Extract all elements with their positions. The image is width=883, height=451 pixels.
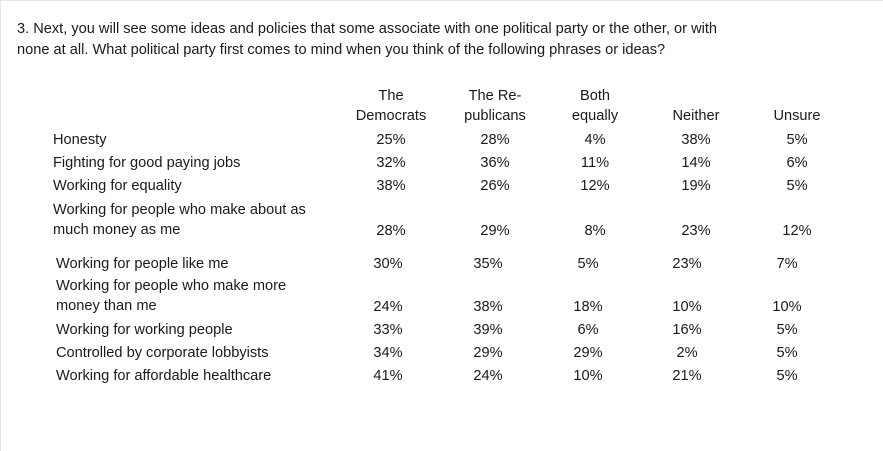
cell-equality-unsure: 5% (786, 178, 808, 194)
cell-more-money-republicans: 38% (473, 299, 503, 315)
row-label-working-people: Working for working people (56, 320, 233, 340)
row-label-line: Working for working people (56, 322, 233, 338)
cell-honesty-neither: 38% (681, 132, 711, 148)
cell-more-money-both: 18% (573, 299, 603, 315)
header-democrats: The Democrats (346, 86, 436, 126)
cell-like-me-republicans: 35% (473, 256, 503, 272)
cell-jobs-both: 11% (580, 155, 610, 171)
row-label-equality: Working for equality (53, 176, 182, 196)
row-label-line-2: money than me (56, 298, 157, 314)
question-line-2: none at all. What political party first … (17, 42, 666, 58)
cell-more-money-neither: 10% (672, 299, 702, 315)
cell-like-me-unsure: 7% (776, 256, 798, 272)
cell-honesty-unsure: 5% (786, 132, 808, 148)
cell-same-money-both: 8% (584, 223, 606, 239)
header-neither-line-1 (651, 86, 741, 106)
header-both-line-2: equally (571, 108, 619, 124)
cell-equality-republicans: 26% (480, 178, 510, 194)
cell-honesty-democrats: 25% (376, 132, 406, 148)
cell-same-money-unsure: 12% (782, 223, 812, 239)
header-neither: Neither (651, 86, 741, 126)
header-both-line-1: Both (579, 88, 611, 104)
cell-working-people-republicans: 39% (473, 322, 503, 338)
page-border-left (0, 0, 1, 451)
cell-lobbyists-republicans: 29% (473, 345, 503, 361)
cell-same-money-neither: 23% (681, 223, 711, 239)
cell-same-money-democrats: 28% (376, 223, 406, 239)
cell-same-money-republicans: 29% (480, 223, 510, 239)
row-label-more-money: Working for people who make more money t… (56, 276, 286, 316)
cell-equality-democrats: 38% (376, 178, 406, 194)
cell-healthcare-republicans: 24% (473, 368, 503, 384)
cell-lobbyists-unsure: 5% (776, 345, 798, 361)
header-republicans: The Re- publicans (450, 86, 540, 126)
row-label-corporate-lobbyists: Controlled by corporate lobbyists (56, 343, 269, 363)
cell-more-money-unsure: 10% (772, 299, 802, 315)
header-republicans-line-1: The Re- (468, 88, 522, 104)
cell-like-me-democrats: 30% (373, 256, 403, 272)
row-label-line-1: Working for people who make more (56, 278, 287, 294)
header-democrats-line-1: The (378, 88, 404, 104)
cell-jobs-democrats: 32% (376, 155, 406, 171)
cell-like-me-neither: 23% (672, 256, 702, 272)
row-label-honesty: Honesty (53, 130, 107, 150)
cell-working-people-unsure: 5% (776, 322, 798, 338)
cell-lobbyists-neither: 2% (676, 345, 698, 361)
cell-healthcare-both: 10% (573, 368, 603, 384)
row-label-line: Fighting for good paying jobs (53, 155, 241, 171)
cell-more-money-democrats: 24% (373, 299, 403, 315)
question-text: 3. Next, you will see some ideas and pol… (17, 19, 867, 61)
row-label-line: Working for people like me (56, 256, 229, 272)
cell-equality-neither: 19% (681, 178, 711, 194)
row-label-line-1: Working for people who make about as (53, 202, 306, 218)
cell-honesty-both: 4% (584, 132, 606, 148)
header-neither-line-2: Neither (672, 108, 720, 124)
cell-lobbyists-both: 29% (573, 345, 603, 361)
cell-healthcare-unsure: 5% (776, 368, 798, 384)
row-label-line: Controlled by corporate lobbyists (56, 345, 269, 361)
row-label-line: Working for affordable healthcare (56, 368, 272, 384)
cell-honesty-republicans: 28% (480, 132, 510, 148)
row-label-people-like-me: Working for people like me (56, 254, 229, 274)
cell-jobs-neither: 14% (681, 155, 711, 171)
cell-lobbyists-democrats: 34% (373, 345, 403, 361)
cell-healthcare-democrats: 41% (373, 368, 403, 384)
row-label-affordable-healthcare: Working for affordable healthcare (56, 366, 271, 386)
row-label-good-paying-jobs: Fighting for good paying jobs (53, 153, 240, 173)
header-unsure-line-2: Unsure (773, 108, 821, 124)
page-border-top (0, 0, 883, 1)
header-unsure: Unsure (752, 86, 842, 126)
question-line-1: 3. Next, you will see some ideas and pol… (17, 21, 718, 37)
cell-equality-both: 12% (580, 178, 610, 194)
cell-jobs-republicans: 36% (480, 155, 510, 171)
cell-healthcare-neither: 21% (672, 368, 702, 384)
cell-working-people-both: 6% (577, 322, 599, 338)
header-democrats-line-2: Democrats (355, 108, 427, 124)
row-label-about-as-much-money: Working for people who make about as muc… (53, 200, 306, 240)
cell-working-people-neither: 16% (672, 322, 702, 338)
header-unsure-line-1 (752, 86, 842, 106)
row-label-line: Honesty (53, 132, 107, 148)
cell-working-people-democrats: 33% (373, 322, 403, 338)
row-label-line-2: much money as me (53, 222, 181, 238)
cell-jobs-unsure: 6% (786, 155, 808, 171)
header-republicans-line-2: publicans (464, 108, 526, 124)
header-both-equally: Both equally (550, 86, 640, 126)
cell-like-me-both: 5% (577, 256, 599, 272)
row-label-line: Working for equality (53, 178, 182, 194)
